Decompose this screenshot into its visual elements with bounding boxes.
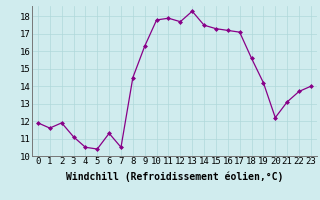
X-axis label: Windchill (Refroidissement éolien,°C): Windchill (Refroidissement éolien,°C) — [66, 172, 283, 182]
